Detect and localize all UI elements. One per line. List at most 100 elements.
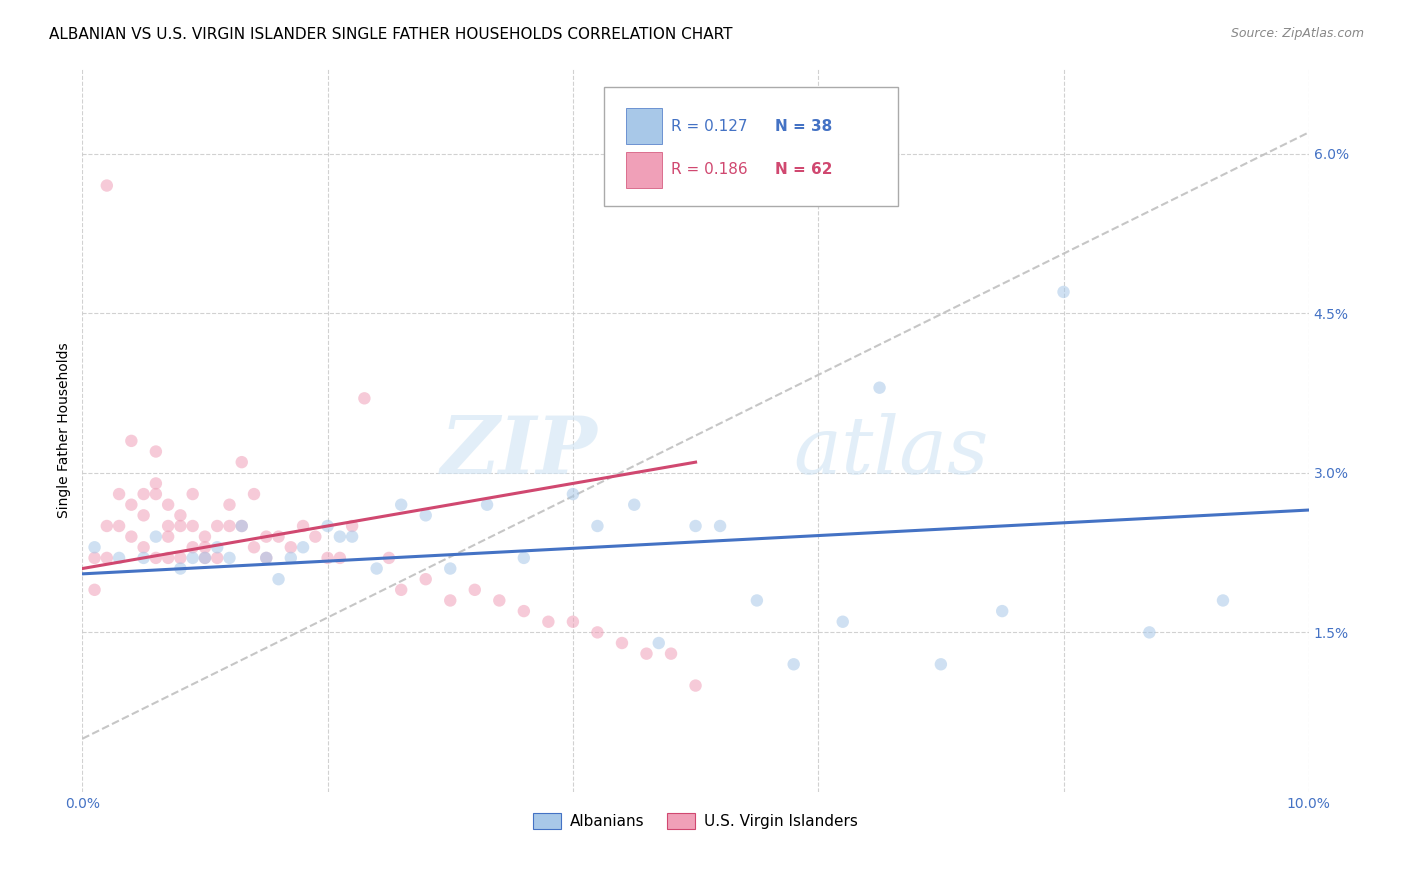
U.S. Virgin Islanders xyxy=(96,550,118,565)
Albanians xyxy=(316,519,339,533)
U.S. Virgin Islanders xyxy=(145,487,167,501)
U.S. Virgin Islanders xyxy=(194,541,217,555)
Albanians xyxy=(745,593,768,607)
U.S. Virgin Islanders xyxy=(108,487,131,501)
Albanians xyxy=(685,519,707,533)
Albanians xyxy=(415,508,437,523)
U.S. Virgin Islanders xyxy=(181,487,204,501)
Albanians xyxy=(254,550,277,565)
U.S. Virgin Islanders xyxy=(280,541,302,555)
Albanians xyxy=(340,530,363,544)
U.S. Virgin Islanders xyxy=(157,498,180,512)
U.S. Virgin Islanders xyxy=(610,636,633,650)
U.S. Virgin Islanders xyxy=(132,487,155,501)
U.S. Virgin Islanders xyxy=(685,679,707,693)
Albanians xyxy=(83,541,105,555)
U.S. Virgin Islanders xyxy=(83,550,105,565)
Albanians xyxy=(869,381,891,395)
FancyBboxPatch shape xyxy=(626,152,662,188)
FancyBboxPatch shape xyxy=(626,108,662,145)
Text: ALBANIAN VS U.S. VIRGIN ISLANDER SINGLE FATHER HOUSEHOLDS CORRELATION CHART: ALBANIAN VS U.S. VIRGIN ISLANDER SINGLE … xyxy=(49,27,733,42)
U.S. Virgin Islanders xyxy=(513,604,536,618)
U.S. Virgin Islanders xyxy=(96,519,118,533)
Albanians xyxy=(267,572,290,586)
U.S. Virgin Islanders xyxy=(169,550,191,565)
Albanians xyxy=(169,561,191,575)
Albanians xyxy=(145,530,167,544)
U.S. Virgin Islanders xyxy=(218,519,240,533)
Albanians xyxy=(586,519,609,533)
U.S. Virgin Islanders xyxy=(218,498,240,512)
Text: ZIP: ZIP xyxy=(440,413,598,491)
Albanians xyxy=(108,550,131,565)
U.S. Virgin Islanders xyxy=(120,434,142,448)
Albanians xyxy=(231,519,253,533)
U.S. Virgin Islanders xyxy=(157,550,180,565)
Albanians xyxy=(194,550,217,565)
Albanians xyxy=(389,498,412,512)
U.S. Virgin Islanders xyxy=(120,498,142,512)
U.S. Virgin Islanders xyxy=(108,519,131,533)
Albanians xyxy=(205,541,228,555)
U.S. Virgin Islanders xyxy=(353,392,375,406)
Albanians xyxy=(280,550,302,565)
FancyBboxPatch shape xyxy=(603,87,898,206)
Albanians xyxy=(132,550,155,565)
Text: R = 0.186: R = 0.186 xyxy=(671,162,748,178)
Albanians xyxy=(1137,625,1160,640)
U.S. Virgin Islanders xyxy=(157,519,180,533)
U.S. Virgin Islanders xyxy=(254,550,277,565)
U.S. Virgin Islanders xyxy=(132,541,155,555)
U.S. Virgin Islanders xyxy=(145,550,167,565)
U.S. Virgin Islanders xyxy=(181,519,204,533)
U.S. Virgin Islanders xyxy=(96,178,118,193)
Albanians xyxy=(831,615,853,629)
U.S. Virgin Islanders xyxy=(83,582,105,597)
Albanians xyxy=(561,487,583,501)
U.S. Virgin Islanders xyxy=(181,541,204,555)
Albanians xyxy=(1212,593,1234,607)
Text: N = 62: N = 62 xyxy=(775,162,832,178)
U.S. Virgin Islanders xyxy=(169,519,191,533)
U.S. Virgin Islanders xyxy=(243,487,266,501)
Text: N = 38: N = 38 xyxy=(775,119,832,134)
Albanians xyxy=(218,550,240,565)
U.S. Virgin Islanders xyxy=(145,476,167,491)
U.S. Virgin Islanders xyxy=(340,519,363,533)
Albanians xyxy=(782,657,804,672)
Albanians xyxy=(439,561,461,575)
U.S. Virgin Islanders xyxy=(145,444,167,458)
Legend: Albanians, U.S. Virgin Islanders: Albanians, U.S. Virgin Islanders xyxy=(527,806,865,835)
Albanians xyxy=(929,657,952,672)
U.S. Virgin Islanders xyxy=(389,582,412,597)
U.S. Virgin Islanders xyxy=(205,519,228,533)
U.S. Virgin Islanders xyxy=(316,550,339,565)
U.S. Virgin Islanders xyxy=(304,530,326,544)
Y-axis label: Single Father Households: Single Father Households xyxy=(58,343,72,518)
U.S. Virgin Islanders xyxy=(157,530,180,544)
U.S. Virgin Islanders xyxy=(132,508,155,523)
U.S. Virgin Islanders xyxy=(439,593,461,607)
U.S. Virgin Islanders xyxy=(488,593,510,607)
Albanians xyxy=(648,636,671,650)
Albanians xyxy=(366,561,388,575)
Text: Source: ZipAtlas.com: Source: ZipAtlas.com xyxy=(1230,27,1364,40)
U.S. Virgin Islanders xyxy=(537,615,560,629)
U.S. Virgin Islanders xyxy=(659,647,682,661)
Albanians xyxy=(181,550,204,565)
Albanians xyxy=(292,541,315,555)
U.S. Virgin Islanders xyxy=(243,541,266,555)
U.S. Virgin Islanders xyxy=(636,647,658,661)
Albanians xyxy=(709,519,731,533)
U.S. Virgin Islanders xyxy=(205,550,228,565)
U.S. Virgin Islanders xyxy=(120,530,142,544)
U.S. Virgin Islanders xyxy=(254,530,277,544)
Albanians xyxy=(475,498,498,512)
U.S. Virgin Islanders xyxy=(231,455,253,469)
U.S. Virgin Islanders xyxy=(292,519,315,533)
Text: R = 0.127: R = 0.127 xyxy=(671,119,748,134)
U.S. Virgin Islanders xyxy=(378,550,401,565)
U.S. Virgin Islanders xyxy=(231,519,253,533)
U.S. Virgin Islanders xyxy=(561,615,583,629)
U.S. Virgin Islanders xyxy=(415,572,437,586)
